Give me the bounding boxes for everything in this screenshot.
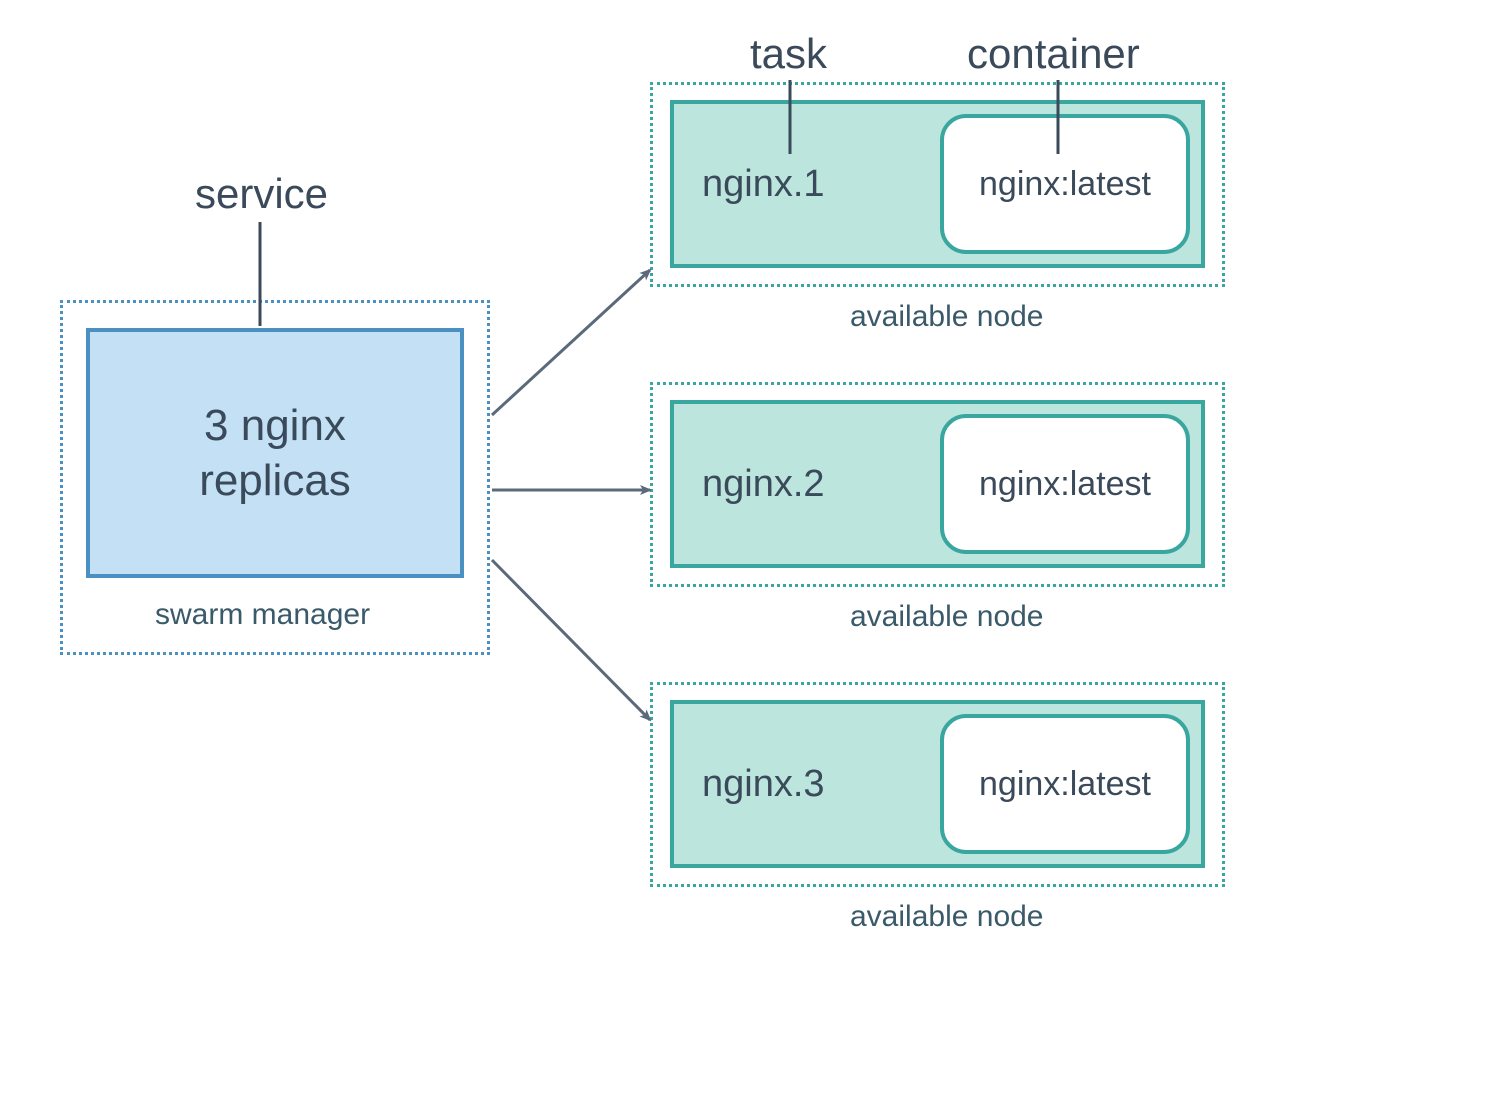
diagram-stage: service task container 3 nginx replicas … bbox=[0, 0, 1496, 1096]
arrow-line bbox=[492, 560, 650, 720]
container-box-2: nginx:latest bbox=[940, 714, 1190, 854]
node-caption-2: available node bbox=[850, 900, 1044, 934]
task-label-2: nginx.3 bbox=[702, 763, 825, 806]
container-box-0: nginx:latest bbox=[940, 114, 1190, 254]
container-box-1: nginx:latest bbox=[940, 414, 1190, 554]
arrow-line bbox=[492, 270, 650, 415]
container-label-2: nginx:latest bbox=[979, 765, 1151, 804]
container-header-label: container bbox=[967, 30, 1140, 78]
service-header-label: service bbox=[195, 170, 328, 218]
service-line1: 3 nginx bbox=[204, 401, 346, 450]
node-caption-0: available node bbox=[850, 300, 1044, 334]
task-header-label: task bbox=[750, 30, 827, 78]
service-box-text: 3 nginx replicas bbox=[199, 398, 351, 508]
container-label-1: nginx:latest bbox=[979, 465, 1151, 504]
service-box: 3 nginx replicas bbox=[86, 328, 464, 578]
container-label-0: nginx:latest bbox=[979, 165, 1151, 204]
task-label-1: nginx.2 bbox=[702, 463, 825, 506]
swarm-manager-caption: swarm manager bbox=[155, 598, 370, 632]
task-label-0: nginx.1 bbox=[702, 163, 825, 206]
service-line2: replicas bbox=[199, 456, 351, 505]
node-caption-1: available node bbox=[850, 600, 1044, 634]
arrow-lines-group bbox=[492, 270, 650, 720]
